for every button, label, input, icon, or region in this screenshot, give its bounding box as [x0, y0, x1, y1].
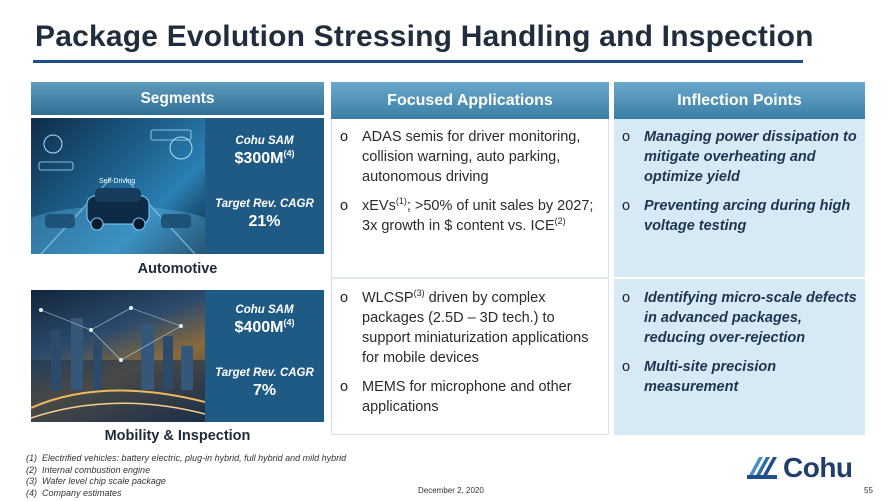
footnote: (3) Wafer level chip scale package — [26, 476, 166, 486]
focused-mobility-list: o WLCSP(3) driven by complex packages (2… — [340, 288, 602, 426]
automotive-segment-label: Automotive — [137, 261, 218, 277]
list-item: o ADAS semis for driver monitoring, coll… — [340, 129, 581, 185]
mobility-stats: Cohu SAM $400M(4) Target Rev. CAGR 7% — [205, 290, 324, 422]
list-item: o MEMS for microphone and other applicat… — [340, 379, 572, 415]
automotive-stats: Cohu SAM $300M(4) Target Rev. CAGR 21% — [205, 118, 324, 254]
focused-applications-header: Focused Applications — [331, 82, 609, 119]
list-item: o WLCSP(3) driven by complex packages (2… — [340, 288, 589, 366]
page-title: Package Evolution Stressing Handling and… — [35, 20, 814, 53]
cohu-logo-text: Cohu — [783, 452, 853, 483]
automotive-sam-label: Cohu SAM — [235, 135, 294, 147]
automotive-cagr-value: 21% — [248, 213, 281, 230]
title-underline — [33, 60, 803, 63]
automotive-image: Self-Driving — [31, 118, 205, 254]
list-item: o Preventing arcing during high voltage … — [622, 198, 851, 234]
city-network-illustration-icon — [31, 306, 205, 422]
automotive-cagr-label: Target Rev. CAGR — [215, 198, 314, 210]
footnote: (1) Electrified vehicles: battery electri… — [26, 453, 347, 463]
segments-header: Segments — [31, 82, 324, 115]
inflection-automotive-list: o Managing power dissipation to mitigate… — [622, 127, 860, 245]
mobility-image — [31, 290, 205, 422]
list-item: o Managing power dissipation to mitigate… — [622, 129, 857, 185]
inflection-mobility-list: o Identifying micro-scale defects in adv… — [622, 288, 860, 406]
footnotes: (1) Electrified vehicles: battery electri… — [26, 453, 346, 499]
mobility-cagr-label: Target Rev. CAGR — [215, 367, 314, 379]
automotive-illustration-icon: Self-Driving — [31, 129, 205, 254]
inflection-divider — [614, 277, 865, 279]
focused-automotive-list: o ADAS semis for driver monitoring, coll… — [340, 127, 602, 245]
mobility-cagr-value: 7% — [252, 382, 277, 399]
list-item: o Identifying micro-scale defects in adv… — [622, 290, 857, 346]
inflection-points-header: Inflection Points — [614, 82, 865, 119]
mobility-segment-label: Mobility & Inspection — [104, 428, 251, 444]
list-item: o xEVs(1); >50% of unit sales by 2027; 3… — [340, 196, 594, 234]
page-number: 55 — [864, 486, 873, 495]
automotive-sam-value: $300M(4) — [234, 148, 295, 167]
mobility-sam-label: Cohu SAM — [235, 304, 294, 316]
list-item: o Multi-site precision measurement — [622, 359, 777, 395]
footnote: (4) Company estimates — [26, 487, 122, 498]
footnote: (2) Internal combustion engine — [26, 464, 151, 475]
cohu-logo: Cohu — [745, 452, 853, 484]
slide-date: December 2, 2020 — [418, 486, 484, 495]
mobility-sam-value: $400M(4) — [234, 317, 295, 336]
cohu-logo-icon — [747, 457, 777, 479]
self-driving-label: Self-Driving — [99, 178, 135, 185]
focused-divider — [331, 277, 609, 279]
